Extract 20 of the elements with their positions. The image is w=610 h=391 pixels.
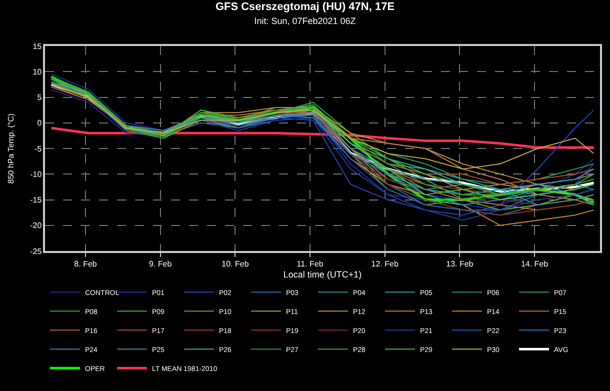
y-tick-label: -5 bbox=[34, 144, 42, 154]
x-tick-label: 10. Feb bbox=[222, 259, 250, 268]
y-tick-label: -10 bbox=[30, 170, 42, 179]
y-tick-label: 5 bbox=[37, 93, 42, 102]
x-tick-label: 12. Feb bbox=[371, 259, 399, 268]
chart-subtitle: Init: Sun, 07Feb2021 06Z bbox=[254, 16, 356, 26]
x-tick-label: 8. Feb bbox=[74, 259, 98, 268]
y-axis-title: 850 hPa Temp. (°C) bbox=[6, 113, 16, 184]
x-tick-label: 9. Feb bbox=[149, 259, 172, 268]
y-tick-label: 15 bbox=[32, 42, 42, 51]
chart-title: GFS Cserszegtomaj (HU) 47N, 17E bbox=[215, 0, 395, 13]
x-tick-label: 14. Feb bbox=[520, 259, 549, 268]
y-tick-label: -20 bbox=[30, 221, 42, 230]
x-tick-label: 13. Feb bbox=[446, 259, 474, 268]
x-tick-label: 11. Feb bbox=[296, 259, 324, 268]
y-tick-label: 0 bbox=[37, 118, 42, 128]
y-tick-label: -15 bbox=[30, 196, 42, 205]
y-tick-label: 10 bbox=[32, 67, 42, 76]
x-axis-title: Local time (UTC+1) bbox=[283, 270, 362, 280]
y-tick-label: -25 bbox=[30, 246, 42, 256]
